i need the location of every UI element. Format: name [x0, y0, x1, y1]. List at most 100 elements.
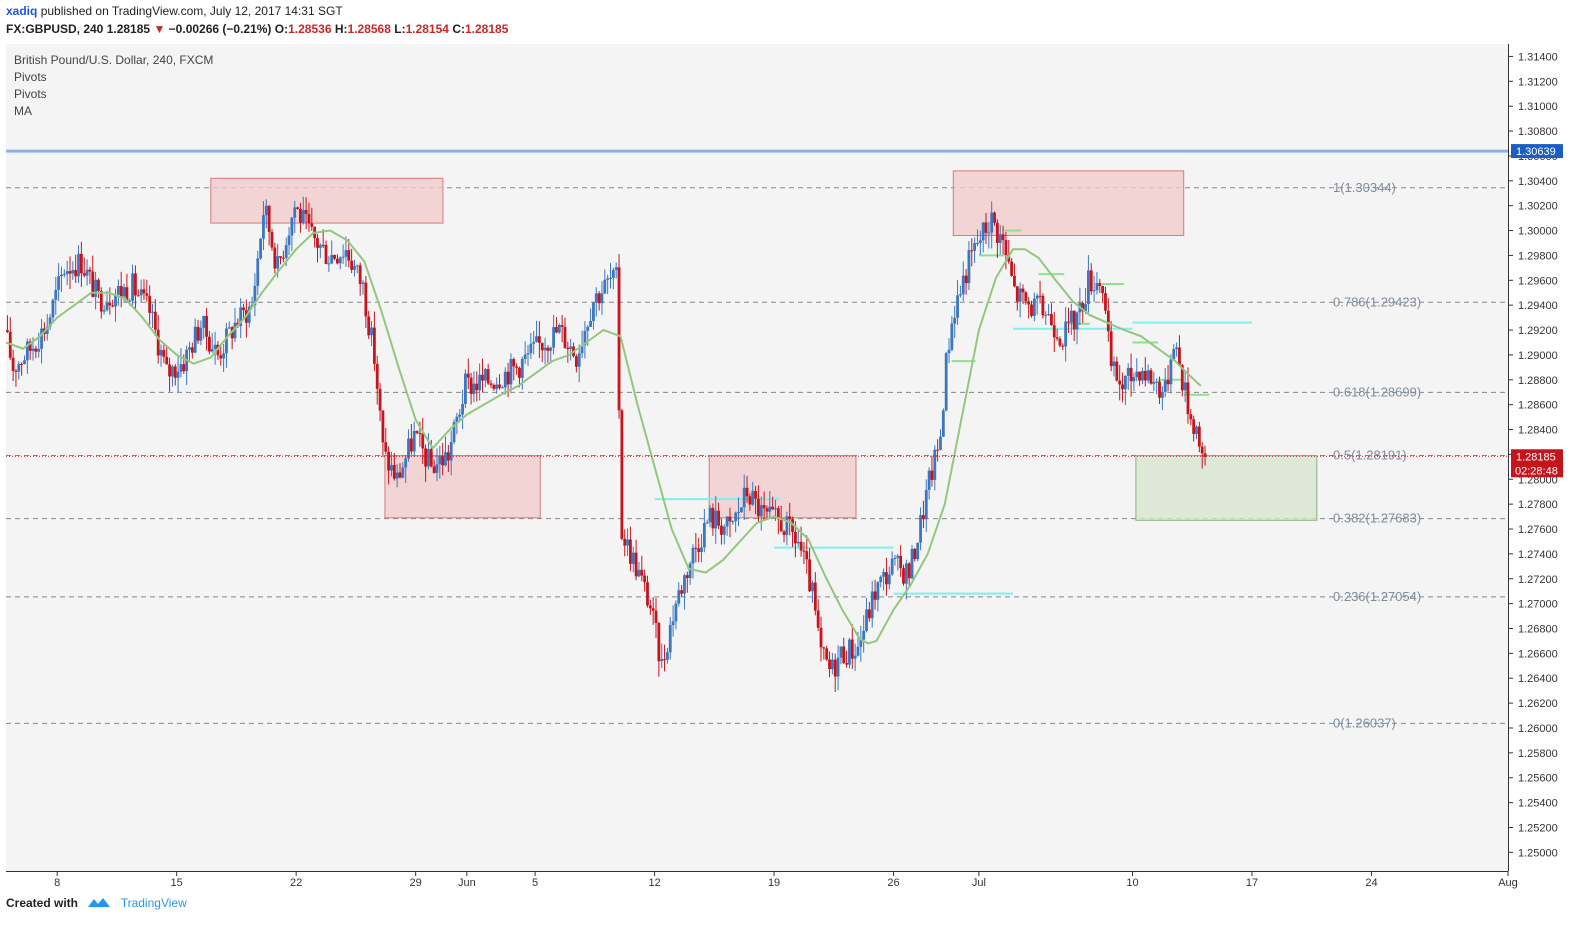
candle	[899, 545, 903, 577]
y-tick-label: 1.26400	[1518, 673, 1558, 685]
candle	[987, 221, 991, 249]
candle	[458, 409, 462, 421]
candle	[495, 377, 499, 394]
candle	[557, 323, 561, 334]
tradingview-brand[interactable]: TradingView	[120, 896, 187, 910]
candle	[88, 266, 92, 285]
candle	[1030, 300, 1033, 318]
candle	[188, 341, 191, 363]
candle	[879, 575, 883, 588]
y-tick-label: 1.29200	[1518, 325, 1558, 337]
legend-pivots-1[interactable]: Pivots	[14, 70, 47, 84]
candle	[739, 507, 743, 513]
legend-series-title[interactable]: British Pound/U.S. Dollar, 240, FXCM	[14, 53, 214, 67]
candle	[97, 278, 100, 299]
candle	[233, 307, 237, 342]
y-tick-label: 1.26600	[1518, 648, 1558, 660]
candle	[805, 535, 809, 574]
candle	[1106, 297, 1110, 342]
zone-target-4[interactable]	[1135, 455, 1318, 521]
candle	[1069, 303, 1073, 335]
x-tick-label: 12	[648, 877, 660, 889]
candle	[953, 305, 957, 338]
price-tags: 1.30639 1.28185 02:28:48	[1511, 144, 1563, 478]
legend-ma[interactable]: MA	[14, 104, 32, 118]
candle	[648, 599, 652, 616]
high-value: 1.28568	[347, 22, 391, 36]
candle	[338, 256, 342, 270]
candle	[364, 276, 368, 328]
candle	[725, 515, 729, 536]
candle	[1195, 425, 1198, 440]
candle	[842, 637, 846, 665]
candle	[270, 228, 274, 251]
candle	[168, 357, 171, 392]
candle	[1183, 371, 1187, 403]
candle	[6, 315, 9, 333]
zone-supply-0[interactable]	[210, 177, 444, 224]
fib-label-3: 0.5(1.28191)	[1333, 448, 1407, 463]
candle	[1024, 290, 1028, 305]
symbol-label[interactable]: FX:GBPUSD, 240	[6, 22, 104, 36]
candle	[941, 408, 945, 437]
tradingview-logo-icon[interactable]	[87, 896, 111, 908]
candle	[569, 338, 573, 361]
candle	[532, 330, 536, 355]
candle	[304, 197, 308, 230]
candle	[256, 250, 260, 295]
candle	[535, 320, 538, 343]
candle	[742, 474, 746, 520]
x-axis: 8 15 22 29 Jun 5 12 19 26 Jul 10 17 24 Aug	[54, 871, 1518, 889]
candle	[134, 265, 137, 310]
x-tick-label: 17	[1246, 877, 1258, 889]
low-label: L:	[394, 22, 406, 36]
candle	[287, 226, 291, 256]
y-tick-label: 1.28800	[1518, 375, 1558, 387]
candle	[1121, 372, 1124, 403]
candle	[318, 243, 322, 259]
candle	[1166, 365, 1170, 392]
candle	[603, 269, 607, 295]
y-axis: 1.314001.312001.310001.308001.306001.304…	[1508, 51, 1558, 859]
candle	[674, 600, 678, 630]
candle	[173, 364, 177, 386]
zone-supply-2[interactable]	[708, 455, 857, 519]
candle	[1135, 358, 1139, 382]
candle	[609, 263, 612, 289]
candle	[102, 305, 106, 315]
candle	[444, 436, 447, 467]
candle	[153, 299, 157, 337]
candle	[57, 263, 61, 302]
candle	[560, 315, 564, 343]
author-name[interactable]: xadiq	[6, 4, 38, 18]
legend-pivots-2[interactable]: Pivots	[14, 87, 47, 101]
candle	[751, 481, 755, 507]
candle	[791, 516, 794, 548]
candle	[190, 342, 194, 359]
candle	[660, 643, 664, 668]
candle	[509, 353, 513, 392]
y-tick-label: 1.25400	[1518, 798, 1558, 810]
candle	[1126, 363, 1130, 391]
candle	[754, 486, 757, 515]
candle	[486, 363, 490, 386]
candle	[981, 221, 985, 253]
candle	[555, 316, 558, 334]
candle	[705, 519, 709, 524]
publish-line: xadiq published on TradingView.com, July…	[6, 4, 343, 18]
zone-supply-3[interactable]	[952, 170, 1185, 237]
candle	[1041, 293, 1045, 319]
candle	[552, 314, 556, 355]
candle	[677, 582, 681, 607]
candle	[788, 502, 792, 536]
candle	[1075, 311, 1079, 345]
candle	[600, 281, 604, 315]
candle	[665, 647, 669, 664]
candle	[307, 202, 311, 232]
y-tick-label: 1.30800	[1518, 126, 1558, 138]
candle	[964, 268, 968, 295]
candle	[25, 338, 29, 374]
candle	[281, 250, 285, 263]
zone-demand-1[interactable]	[384, 455, 541, 519]
